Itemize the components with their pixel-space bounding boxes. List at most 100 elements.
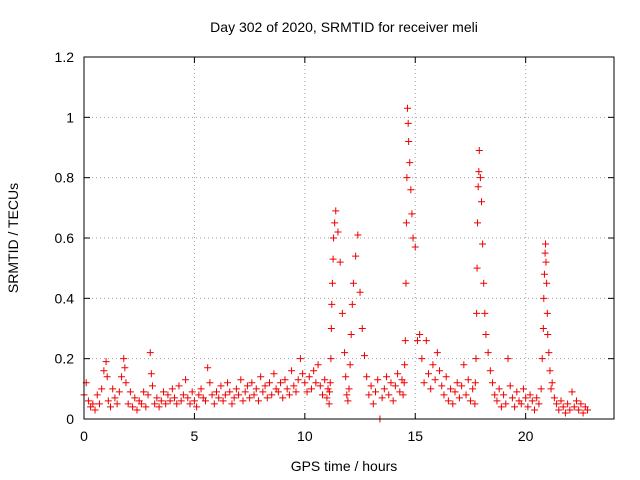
- data-point: [246, 394, 254, 402]
- data-point: [237, 376, 245, 384]
- data-point: [124, 400, 132, 408]
- data-point: [201, 397, 209, 405]
- data-point: [259, 388, 267, 396]
- data-point: [131, 394, 139, 402]
- data-point: [367, 382, 375, 390]
- data-point: [572, 397, 580, 405]
- x-tick-label: 0: [80, 428, 88, 444]
- data-point: [179, 391, 187, 399]
- data-point: [433, 349, 441, 357]
- data-point: [342, 373, 350, 381]
- x-tick-label: 5: [191, 428, 199, 444]
- data-point: [120, 355, 128, 363]
- data-point: [173, 400, 181, 408]
- data-point: [221, 391, 229, 399]
- data-point: [270, 370, 278, 378]
- x-tick-label: 15: [407, 428, 423, 444]
- data-point: [389, 397, 397, 405]
- data-point: [232, 385, 240, 393]
- data-point: [471, 379, 479, 387]
- data-point: [206, 379, 214, 387]
- data-point: [506, 382, 514, 390]
- data-point: [447, 385, 455, 393]
- data-point: [481, 309, 489, 317]
- data-point: [480, 279, 488, 287]
- data-point: [476, 174, 484, 182]
- data-point: [387, 379, 395, 387]
- data-point: [98, 385, 106, 393]
- data-point: [555, 406, 563, 414]
- data-point: [440, 391, 448, 399]
- y-tick-label: 0.8: [55, 170, 75, 186]
- data-point: [429, 361, 437, 369]
- data-point: [453, 379, 461, 387]
- data-point: [458, 382, 466, 390]
- data-point: [230, 394, 238, 402]
- data-point: [474, 183, 482, 191]
- data-point: [354, 231, 362, 239]
- data-point: [171, 394, 179, 402]
- data-point: [542, 258, 550, 266]
- data-point: [254, 397, 262, 405]
- data-point: [358, 325, 366, 332]
- data-point: [547, 385, 555, 393]
- data-point: [538, 355, 546, 363]
- y-tick-label: 0.4: [55, 290, 75, 306]
- data-point: [478, 198, 485, 206]
- data-point: [495, 385, 503, 393]
- data-point: [360, 352, 368, 360]
- data-point: [517, 400, 525, 408]
- data-point: [557, 397, 565, 405]
- data-point: [148, 382, 156, 390]
- data-point: [526, 391, 534, 399]
- data-point: [524, 403, 532, 411]
- data-point: [197, 385, 205, 393]
- data-point: [164, 391, 172, 399]
- y-tick-label: 0.2: [55, 351, 75, 367]
- data-point: [283, 385, 291, 393]
- data-point: [153, 394, 161, 402]
- data-point: [486, 367, 494, 375]
- data-point: [109, 385, 117, 393]
- data-point: [472, 355, 480, 363]
- data-point: [166, 397, 174, 405]
- data-point: [323, 394, 331, 402]
- data-point: [303, 388, 311, 396]
- data-point: [144, 391, 152, 399]
- data-point: [310, 367, 318, 375]
- data-point: [301, 379, 309, 387]
- data-point: [345, 385, 353, 393]
- data-point: [257, 373, 265, 381]
- data-point: [325, 400, 333, 408]
- data-point: [449, 400, 457, 408]
- data-point: [296, 355, 304, 363]
- data-point: [540, 294, 548, 302]
- data-point: [126, 388, 134, 396]
- data-point: [500, 391, 508, 399]
- data-point: [305, 373, 313, 381]
- data-point: [327, 355, 335, 363]
- data-point: [319, 391, 326, 399]
- data-point: [409, 234, 417, 242]
- data-point: [248, 379, 256, 387]
- data-point: [160, 388, 167, 396]
- data-point: [442, 373, 450, 381]
- data-point: [584, 406, 591, 414]
- data-point: [519, 385, 527, 393]
- data-point: [400, 379, 408, 387]
- data-point: [444, 397, 452, 405]
- data-point: [511, 403, 519, 411]
- data-point: [115, 388, 123, 396]
- data-point: [540, 270, 548, 278]
- data-point: [175, 382, 183, 390]
- data-point: [405, 137, 413, 145]
- data-point: [177, 397, 185, 405]
- data-point: [326, 379, 334, 387]
- data-point: [508, 394, 516, 402]
- data-point: [544, 331, 552, 339]
- data-point: [157, 397, 165, 405]
- data-point: [226, 388, 234, 396]
- data-point: [528, 397, 536, 405]
- data-point: [455, 394, 463, 402]
- data-point: [420, 379, 428, 387]
